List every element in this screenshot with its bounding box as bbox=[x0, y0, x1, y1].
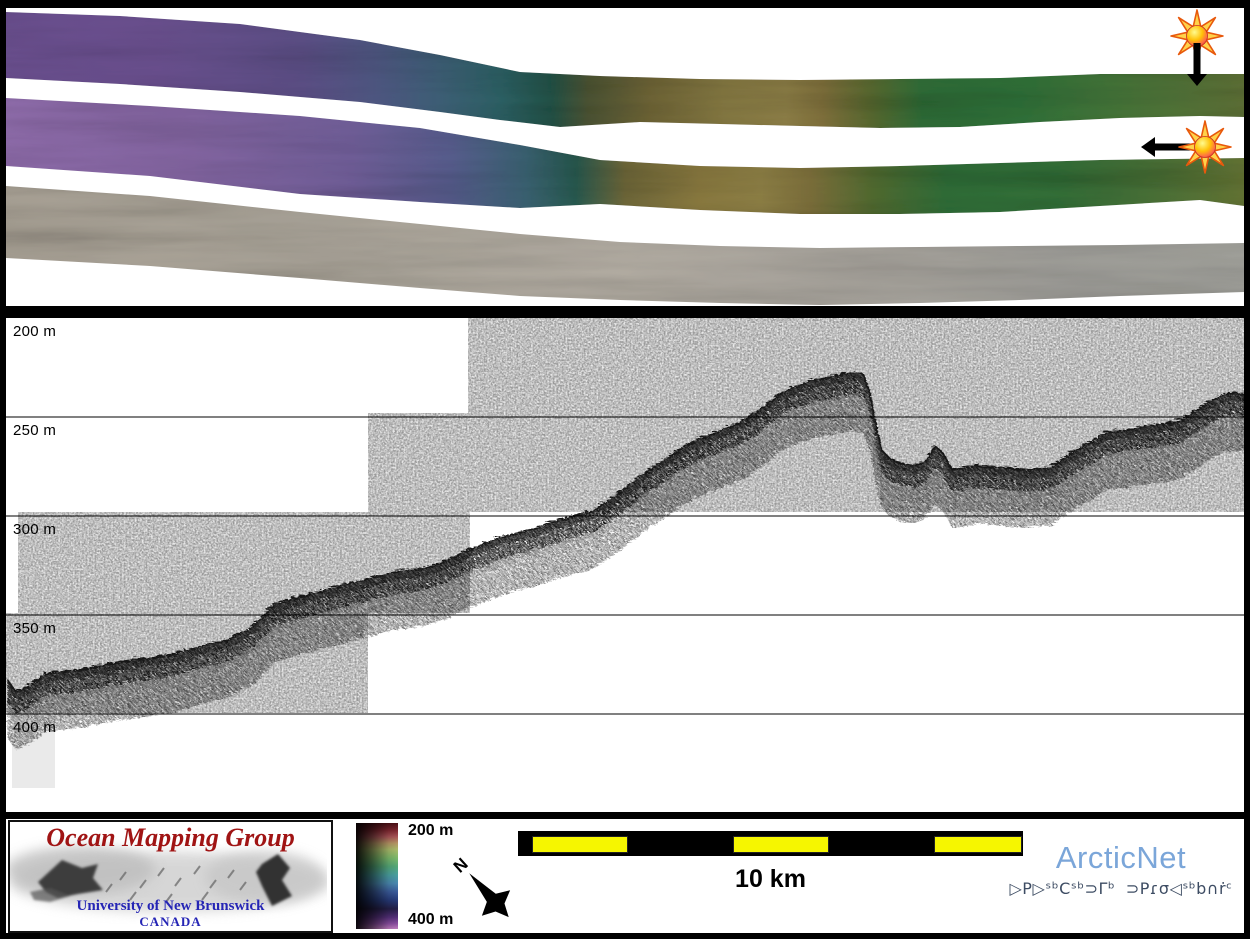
scale-bar-segment bbox=[532, 836, 628, 853]
scale-bar-segment bbox=[733, 836, 829, 853]
subbottom-reflectors-plateau bbox=[763, 384, 869, 418]
swath-strip-sun-east bbox=[6, 98, 1244, 214]
swath-strip-backscatter bbox=[6, 186, 1244, 305]
depth-label-350m: 350 m bbox=[13, 620, 57, 637]
north-arrow-icon: N bbox=[450, 854, 511, 918]
arcticnet-name: ArcticNet bbox=[1055, 840, 1187, 875]
north-label: N bbox=[450, 854, 472, 876]
sun-icon bbox=[1170, 9, 1224, 86]
swath-panel bbox=[6, 8, 1244, 306]
sonar-speckle-marks bbox=[105, 865, 247, 903]
depth-label-200m: 200 m bbox=[13, 323, 57, 340]
subbottom-reflectors-left bbox=[6, 512, 606, 716]
omg-logo-title: Ocean Mapping Group bbox=[46, 823, 295, 852]
omg-logo: Ocean Mapping Group University of New Br… bbox=[8, 820, 333, 933]
illumination-arrow-left-icon bbox=[1141, 137, 1193, 157]
depth-label-250m: 250 m bbox=[13, 422, 57, 439]
colorbar-top-label: 200 m bbox=[408, 822, 454, 839]
sonar-target-shape-left bbox=[30, 860, 103, 902]
seafloor-trace bbox=[6, 370, 1244, 749]
arcticnet-wordmark: ArcticNet ▷P▷ˢᵇCˢᵇ⊃Γᵇ ⊃Pɾσ◁ˢᵇb∩ṙᶜ bbox=[992, 840, 1250, 898]
omg-logo-art bbox=[10, 846, 327, 912]
depth-label-400m: 400 m bbox=[13, 719, 57, 736]
depth-label-300m: 300 m bbox=[13, 521, 57, 538]
swath-strip-sun-north bbox=[6, 12, 1244, 128]
scale-bar-label: 10 km bbox=[735, 865, 806, 893]
depth-gridlines bbox=[6, 416, 1244, 715]
arcticnet-inuktitut-name: ▷P▷ˢᵇCˢᵇ⊃Γᵇ ⊃Pɾσ◁ˢᵇb∩ṙᶜ bbox=[1009, 879, 1233, 898]
swath-graphic bbox=[6, 9, 1244, 305]
scale-bar bbox=[518, 831, 1023, 856]
subbottom-profile-panel: 200 m 250 m 300 m 350 m 400 m bbox=[6, 318, 1244, 812]
illumination-arrow-down-icon bbox=[1187, 43, 1207, 86]
profiler-data-tiles bbox=[6, 318, 1244, 788]
profile-graphic bbox=[6, 318, 1244, 788]
sun-icon bbox=[1141, 120, 1232, 174]
sonar-target-shape-right bbox=[256, 854, 292, 906]
legend-bar: Ocean Mapping Group University of New Br… bbox=[6, 819, 1244, 933]
omg-logo-country: CANADA bbox=[139, 914, 202, 929]
depth-colorbar bbox=[356, 823, 398, 929]
scale-bar-segment bbox=[934, 836, 1022, 853]
colorbar-bottom-label: 400 m bbox=[408, 911, 454, 928]
subbottom-reflectors-basin bbox=[869, 436, 1082, 506]
omg-logo-institution: University of New Brunswick bbox=[76, 898, 265, 914]
